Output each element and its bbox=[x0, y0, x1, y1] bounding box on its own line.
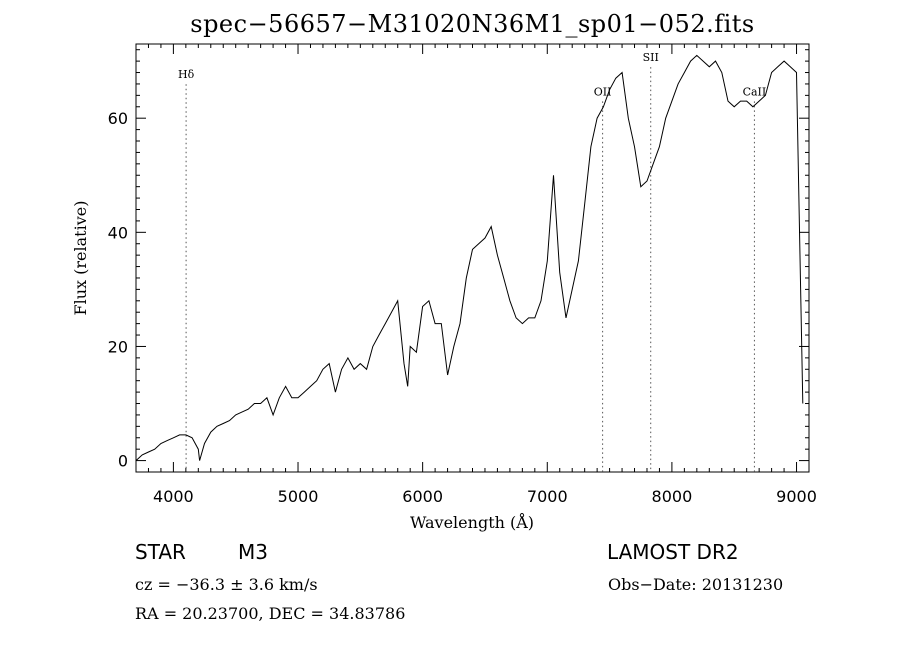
y-tick-label: 0 bbox=[118, 452, 128, 471]
y-tick-label: 20 bbox=[108, 337, 128, 356]
object-subclass: M3 bbox=[238, 540, 268, 564]
line-marker-label: OII bbox=[594, 85, 612, 98]
y-tick-label: 60 bbox=[108, 109, 128, 128]
line-marker-label: Hδ bbox=[178, 68, 195, 81]
x-tick-label: 9000 bbox=[776, 487, 817, 506]
x-tick-label: 5000 bbox=[278, 487, 319, 506]
x-axis-label: Wavelength (Å) bbox=[410, 512, 534, 532]
y-axis: 0 20 40 60 bbox=[108, 49, 809, 471]
x-tick-label: 6000 bbox=[402, 487, 443, 506]
plot-frame bbox=[135, 43, 810, 473]
redshift-velocity: cz = −36.3 ± 3.6 km/s bbox=[135, 575, 318, 594]
x-tick-label: 4000 bbox=[153, 487, 194, 506]
ra-dec-coordinates: RA = 20.23700, DEC = 34.83786 bbox=[135, 604, 406, 623]
observation-date: Obs−Date: 20131230 bbox=[608, 575, 784, 594]
y-tick-label: 40 bbox=[108, 223, 128, 242]
line-marker-label: CaII bbox=[743, 85, 767, 98]
x-tick-label: 8000 bbox=[652, 487, 693, 506]
object-class: STAR bbox=[135, 540, 186, 564]
line-marker-label: SII bbox=[643, 51, 659, 64]
x-axis: 4000 5000 6000 7000 8000 9000 bbox=[135, 44, 817, 506]
line-markers: Hδ OII SII CaII bbox=[178, 51, 766, 472]
spectrum-line bbox=[135, 54, 804, 461]
chart-title: spec−56657−M31020N36M1_sp01−052.fits bbox=[190, 10, 755, 38]
survey-name: LAMOST DR2 bbox=[607, 540, 739, 564]
x-tick-label: 7000 bbox=[527, 487, 568, 506]
y-axis-label: Flux (relative) bbox=[71, 201, 90, 316]
